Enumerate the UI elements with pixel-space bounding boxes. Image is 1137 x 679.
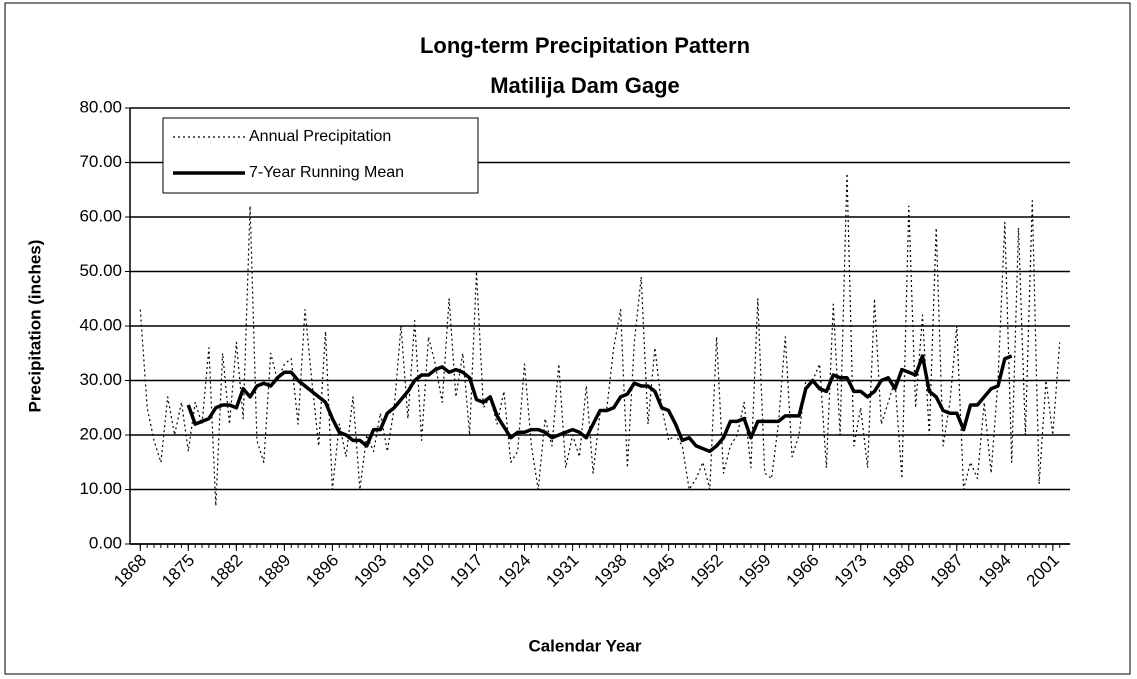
y-tick-label: 40.00 [79, 315, 122, 334]
y-axis-title: Precipitation (inches) [25, 240, 44, 413]
y-tick-label: 70.00 [79, 152, 122, 171]
y-tick-label: 0.00 [89, 533, 122, 552]
chart-subtitle: Matilija Dam Gage [490, 73, 680, 98]
chart-title: Long-term Precipitation Pattern [420, 33, 750, 58]
x-axis-title: Calendar Year [528, 636, 641, 655]
y-tick-label: 80.00 [79, 97, 122, 116]
y-tick-label: 30.00 [79, 370, 122, 389]
line-series [186, 354, 1013, 454]
legend-label: 7-Year Running Mean [249, 164, 404, 181]
y-tick-label: 10.00 [79, 479, 122, 498]
legend-label: Annual Precipitation [249, 128, 391, 145]
legend-box [162, 117, 479, 194]
y-tick-label: 50.00 [79, 261, 122, 280]
y-tick-label: 20.00 [79, 424, 122, 443]
line-series [139, 172, 1061, 507]
y-tick-label: 60.00 [79, 206, 122, 225]
